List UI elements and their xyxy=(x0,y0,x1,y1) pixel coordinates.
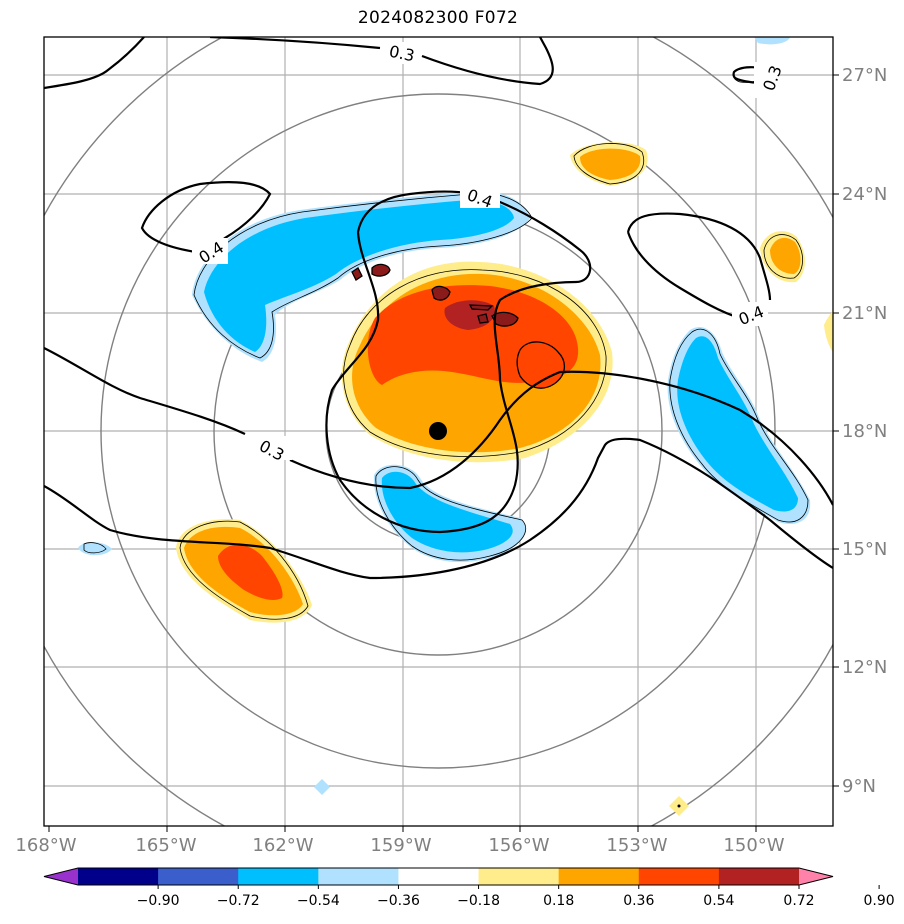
outline-southwest xyxy=(179,520,309,620)
y-tick-label-24n: 24°N xyxy=(842,184,887,205)
y-tick-label-18n: 18°N xyxy=(842,421,887,442)
x-tick-label-153w: 153°W xyxy=(606,835,667,856)
shade-neg-0-36-north xyxy=(204,199,514,352)
contour-0-4-east xyxy=(626,212,772,320)
colorbar-tick-label: −0.18 xyxy=(457,893,500,909)
y-tick-label-9n: 9°N xyxy=(842,776,876,797)
outline-neg-east xyxy=(669,328,809,523)
shade-0-18-edge xyxy=(824,311,833,353)
shade-0-36-northeast xyxy=(580,148,641,180)
y-axis-labels: 27°N 24°N 21°N 18°N 15°N 12°N 9°N xyxy=(842,65,887,797)
y-axis xyxy=(833,74,839,787)
x-tick-label-162w: 162°W xyxy=(252,835,313,856)
shade-neg-0-36-east xyxy=(677,336,798,512)
x-axis-labels: 168°W 165°W 162°W 159°W 156°W 153°W 150°… xyxy=(15,835,784,856)
colorbar-tick-label: −0.54 xyxy=(297,893,340,909)
colorbar-segment xyxy=(478,868,560,885)
colorbar-segment xyxy=(558,868,640,885)
negative-anomaly-east xyxy=(667,326,811,524)
island-kauai xyxy=(371,263,391,277)
colorbar-segment xyxy=(158,868,239,885)
colorbar-tick-label: 0.18 xyxy=(543,893,574,909)
range-ring-3 xyxy=(100,93,776,769)
island-oahu xyxy=(431,285,451,301)
colorbar-tick-label: −0.72 xyxy=(217,893,260,909)
colorbar-segment xyxy=(398,868,480,885)
outline-neg-north xyxy=(193,192,533,359)
colorbar-segment xyxy=(238,868,319,885)
shade-0-36-east xyxy=(770,237,801,274)
colorbar-segment xyxy=(638,868,720,885)
speckle-dot xyxy=(677,804,681,808)
colorbar-tick-label: 0.90 xyxy=(864,893,895,909)
outline-east-positive xyxy=(763,234,803,279)
contour-0-3-far-south xyxy=(44,437,833,580)
y-tick-label-27n: 27°N xyxy=(842,65,887,86)
colorbar: −0.90 −0.72 −0.54 −0.36 −0.18 0.18 0.36 0.54 0.7… xyxy=(43,867,895,909)
y-tick-label-12n: 12°N xyxy=(842,657,887,678)
shade-negative-speckle xyxy=(314,779,330,795)
shade-neg-0-36-south xyxy=(381,471,513,553)
x-tick-label-150w: 150°W xyxy=(723,835,784,856)
outline-central xyxy=(343,269,607,458)
storm-center-marker xyxy=(429,422,447,440)
colorbar-segment xyxy=(718,868,800,885)
shade-negative-top xyxy=(754,37,790,45)
colorbar-segment xyxy=(318,868,399,885)
colorbar-tick-label: 0.72 xyxy=(783,893,814,909)
hawaiian-islands xyxy=(351,263,565,389)
contour-0-3-south xyxy=(44,347,833,506)
negative-anomaly-north xyxy=(192,191,530,362)
outline-neg-west xyxy=(83,542,107,554)
x-tick-label-156w: 156°W xyxy=(488,835,549,856)
colorbar-tick-label: 0.54 xyxy=(703,893,734,909)
colorbar-tick-label: 0.36 xyxy=(623,893,654,909)
x-tick-label-159w: 159°W xyxy=(370,835,431,856)
positive-anomaly-southwest xyxy=(176,519,312,623)
island-niihau xyxy=(351,267,363,281)
y-tick-label-15n: 15°N xyxy=(842,539,887,560)
x-axis xyxy=(48,826,757,832)
island-maui xyxy=(491,311,519,327)
colorbar-segment xyxy=(78,868,159,885)
colorbar-tick-label: −0.90 xyxy=(137,893,180,909)
contour-0-3-north xyxy=(44,37,145,90)
contour-0-3-north-east xyxy=(209,37,554,86)
colorbar-extend-low xyxy=(44,868,78,885)
outline-neg-south xyxy=(375,466,527,561)
positive-anomaly-east xyxy=(760,231,833,353)
positive-anomaly-northeast xyxy=(570,142,648,186)
colorbar-tick-label: −0.36 xyxy=(377,893,420,909)
map-title: 2024082300 F072 xyxy=(357,8,519,28)
outline-northeast xyxy=(573,143,644,185)
x-tick-label-165w: 165°W xyxy=(135,835,196,856)
x-tick-label-168w: 168°W xyxy=(15,835,76,856)
shade-0-54-southwest xyxy=(218,544,283,601)
island-molokai xyxy=(468,304,494,311)
island-lanai xyxy=(477,313,489,324)
y-tick-label-21n: 21°N xyxy=(842,303,887,324)
island-big-island xyxy=(516,341,565,389)
colorbar-extend-high xyxy=(799,868,833,885)
contour-label-north: 0.3 xyxy=(387,42,416,66)
negative-anomaly-south xyxy=(373,464,527,563)
